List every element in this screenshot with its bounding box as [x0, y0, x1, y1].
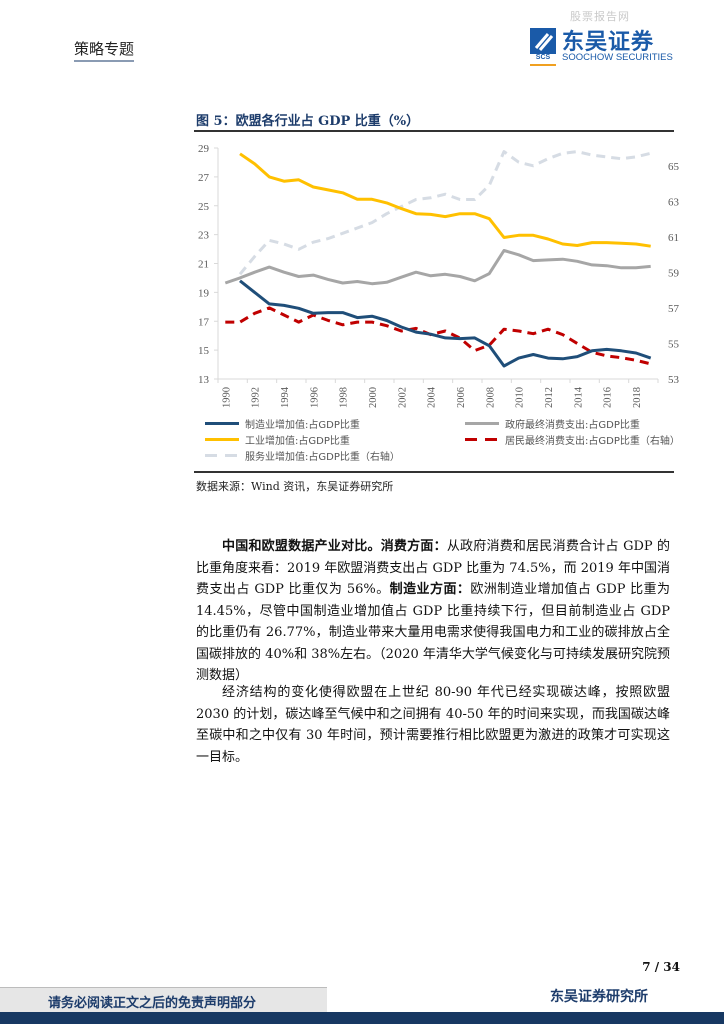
- x-tick-label: 2016: [603, 387, 614, 408]
- logo-cn: 东吴证券: [562, 30, 655, 55]
- soochow-logo-icon: [530, 28, 556, 54]
- page-number: 7 / 34: [642, 960, 680, 974]
- figure-title-rule: [194, 130, 674, 132]
- left-tick-label: 19: [198, 287, 210, 299]
- left-tick-label: 13: [198, 374, 210, 386]
- series-line: [238, 150, 652, 276]
- source-rule: [194, 471, 674, 473]
- x-tick-label: 1996: [309, 387, 320, 408]
- paragraph-1: 中国和欧盟数据产业对比。消费方面：从政府消费和居民消费合计占 GDP 的比重角度…: [196, 536, 670, 687]
- legend-label: 服务业增加值:占GDP比重（右轴）: [245, 452, 400, 463]
- x-tick-label: 2004: [427, 386, 438, 408]
- legend-item: 制造业增加值:占GDP比重: [205, 416, 360, 431]
- paragraph-2: 经济结构的变化使得欧盟在上世纪 80-90 年代已经实现碳达峰，按照欧盟 203…: [196, 685, 670, 765]
- footer-org: 东吴证券研究所: [550, 989, 648, 1005]
- legend-item: 工业增加值:占GDP比重: [205, 432, 350, 447]
- x-tick-label: 2006: [456, 387, 467, 408]
- x-tick-label: 2014: [573, 386, 584, 408]
- x-tick-label: 2000: [368, 387, 379, 408]
- x-tick-label: 2002: [397, 387, 408, 408]
- legend-swatch: [205, 422, 239, 425]
- p1-subheading-consumption: 消费方面：: [380, 539, 447, 554]
- series-line: [239, 152, 651, 248]
- x-tick-label: 1992: [251, 387, 262, 408]
- legend-label: 政府最终消费支出:占GDP比重: [505, 420, 640, 431]
- x-tick-label: 2010: [515, 387, 526, 408]
- left-tick-label: 23: [198, 230, 210, 242]
- disclaimer-text: 请务必阅读正文之后的免责声明部分: [48, 996, 257, 1011]
- legend-swatch: [205, 454, 239, 457]
- series-line: [239, 279, 652, 368]
- legend-label: 居民最终消费支出:占GDP比重（右轴）: [505, 436, 680, 447]
- p1-heading: 中国和欧盟数据产业对比。: [222, 539, 381, 554]
- right-tick-label: 53: [668, 374, 680, 386]
- right-tick-label: 63: [668, 196, 680, 208]
- disclaimer-banner: 请务必阅读正文之后的免责声明部分: [0, 987, 327, 1013]
- left-tick-label: 21: [198, 259, 209, 271]
- right-tick-label: 61: [668, 232, 679, 244]
- x-tick-label: 2012: [544, 387, 555, 408]
- right-tick-label: 55: [668, 338, 680, 350]
- logo-abbr: SCS: [530, 54, 556, 66]
- left-tick-label: 17: [198, 316, 210, 328]
- right-tick-label: 59: [668, 267, 680, 279]
- p1-subheading-manufacturing: 制造业方面：: [389, 582, 471, 597]
- soochow-logo: 东吴证券 SCS SOOCHOW SECURITIES: [530, 28, 680, 68]
- legend-item: 政府最终消费支出:占GDP比重: [465, 416, 640, 431]
- x-tick-label: 1994: [280, 386, 291, 408]
- series-line: [225, 306, 652, 366]
- legend-label: 工业增加值:占GDP比重: [245, 436, 350, 447]
- figure-source: 数据来源：Wind 资讯，东吴证券研究所: [196, 480, 394, 493]
- right-tick-label: 65: [668, 161, 680, 173]
- line-chart: 13 15 17 19 21 23 25 27 29 53 55 57 59 61 63 65 1990 1992…: [198, 143, 680, 408]
- legend-swatch: [205, 438, 239, 441]
- legend-label: 制造业增加值:占GDP比重: [245, 420, 360, 431]
- x-tick-label: 1998: [339, 387, 350, 408]
- x-tick-label: 2018: [632, 387, 643, 408]
- x-tick-label: 2008: [485, 387, 496, 408]
- p1-text-manufacturing: 欧洲制造业增加值占 GDP 比重为 14.45%，尽管中国制造业增加值占 GDP…: [196, 582, 670, 683]
- left-tick-label: 15: [198, 345, 210, 357]
- logo-en: SOOCHOW SECURITIES: [562, 52, 673, 63]
- left-tick-label: 29: [198, 143, 210, 155]
- left-tick-label: 25: [198, 201, 210, 213]
- legend-item: 服务业增加值:占GDP比重（右轴）: [205, 448, 400, 463]
- left-tick-label: 27: [198, 172, 210, 184]
- legend-swatch: [465, 422, 499, 425]
- x-tick-label: 1990: [221, 387, 232, 408]
- right-tick-label: 57: [668, 303, 680, 315]
- watermark: 股票报告网: [570, 10, 630, 23]
- legend-item: 居民最终消费支出:占GDP比重（右轴）: [465, 432, 680, 447]
- legend-swatch: [465, 438, 499, 441]
- p1-text-consumption: 从政府消费和居民消费合计占 GDP 的比重角度来看：2019 年欧盟消费支出占 …: [196, 539, 670, 597]
- footer-bar: [0, 1012, 724, 1024]
- section-tag: 策略专题: [74, 38, 135, 62]
- figure-title: 图 5：欧盟各行业占 GDP 比重（%）: [196, 114, 420, 129]
- series-line: [224, 249, 651, 286]
